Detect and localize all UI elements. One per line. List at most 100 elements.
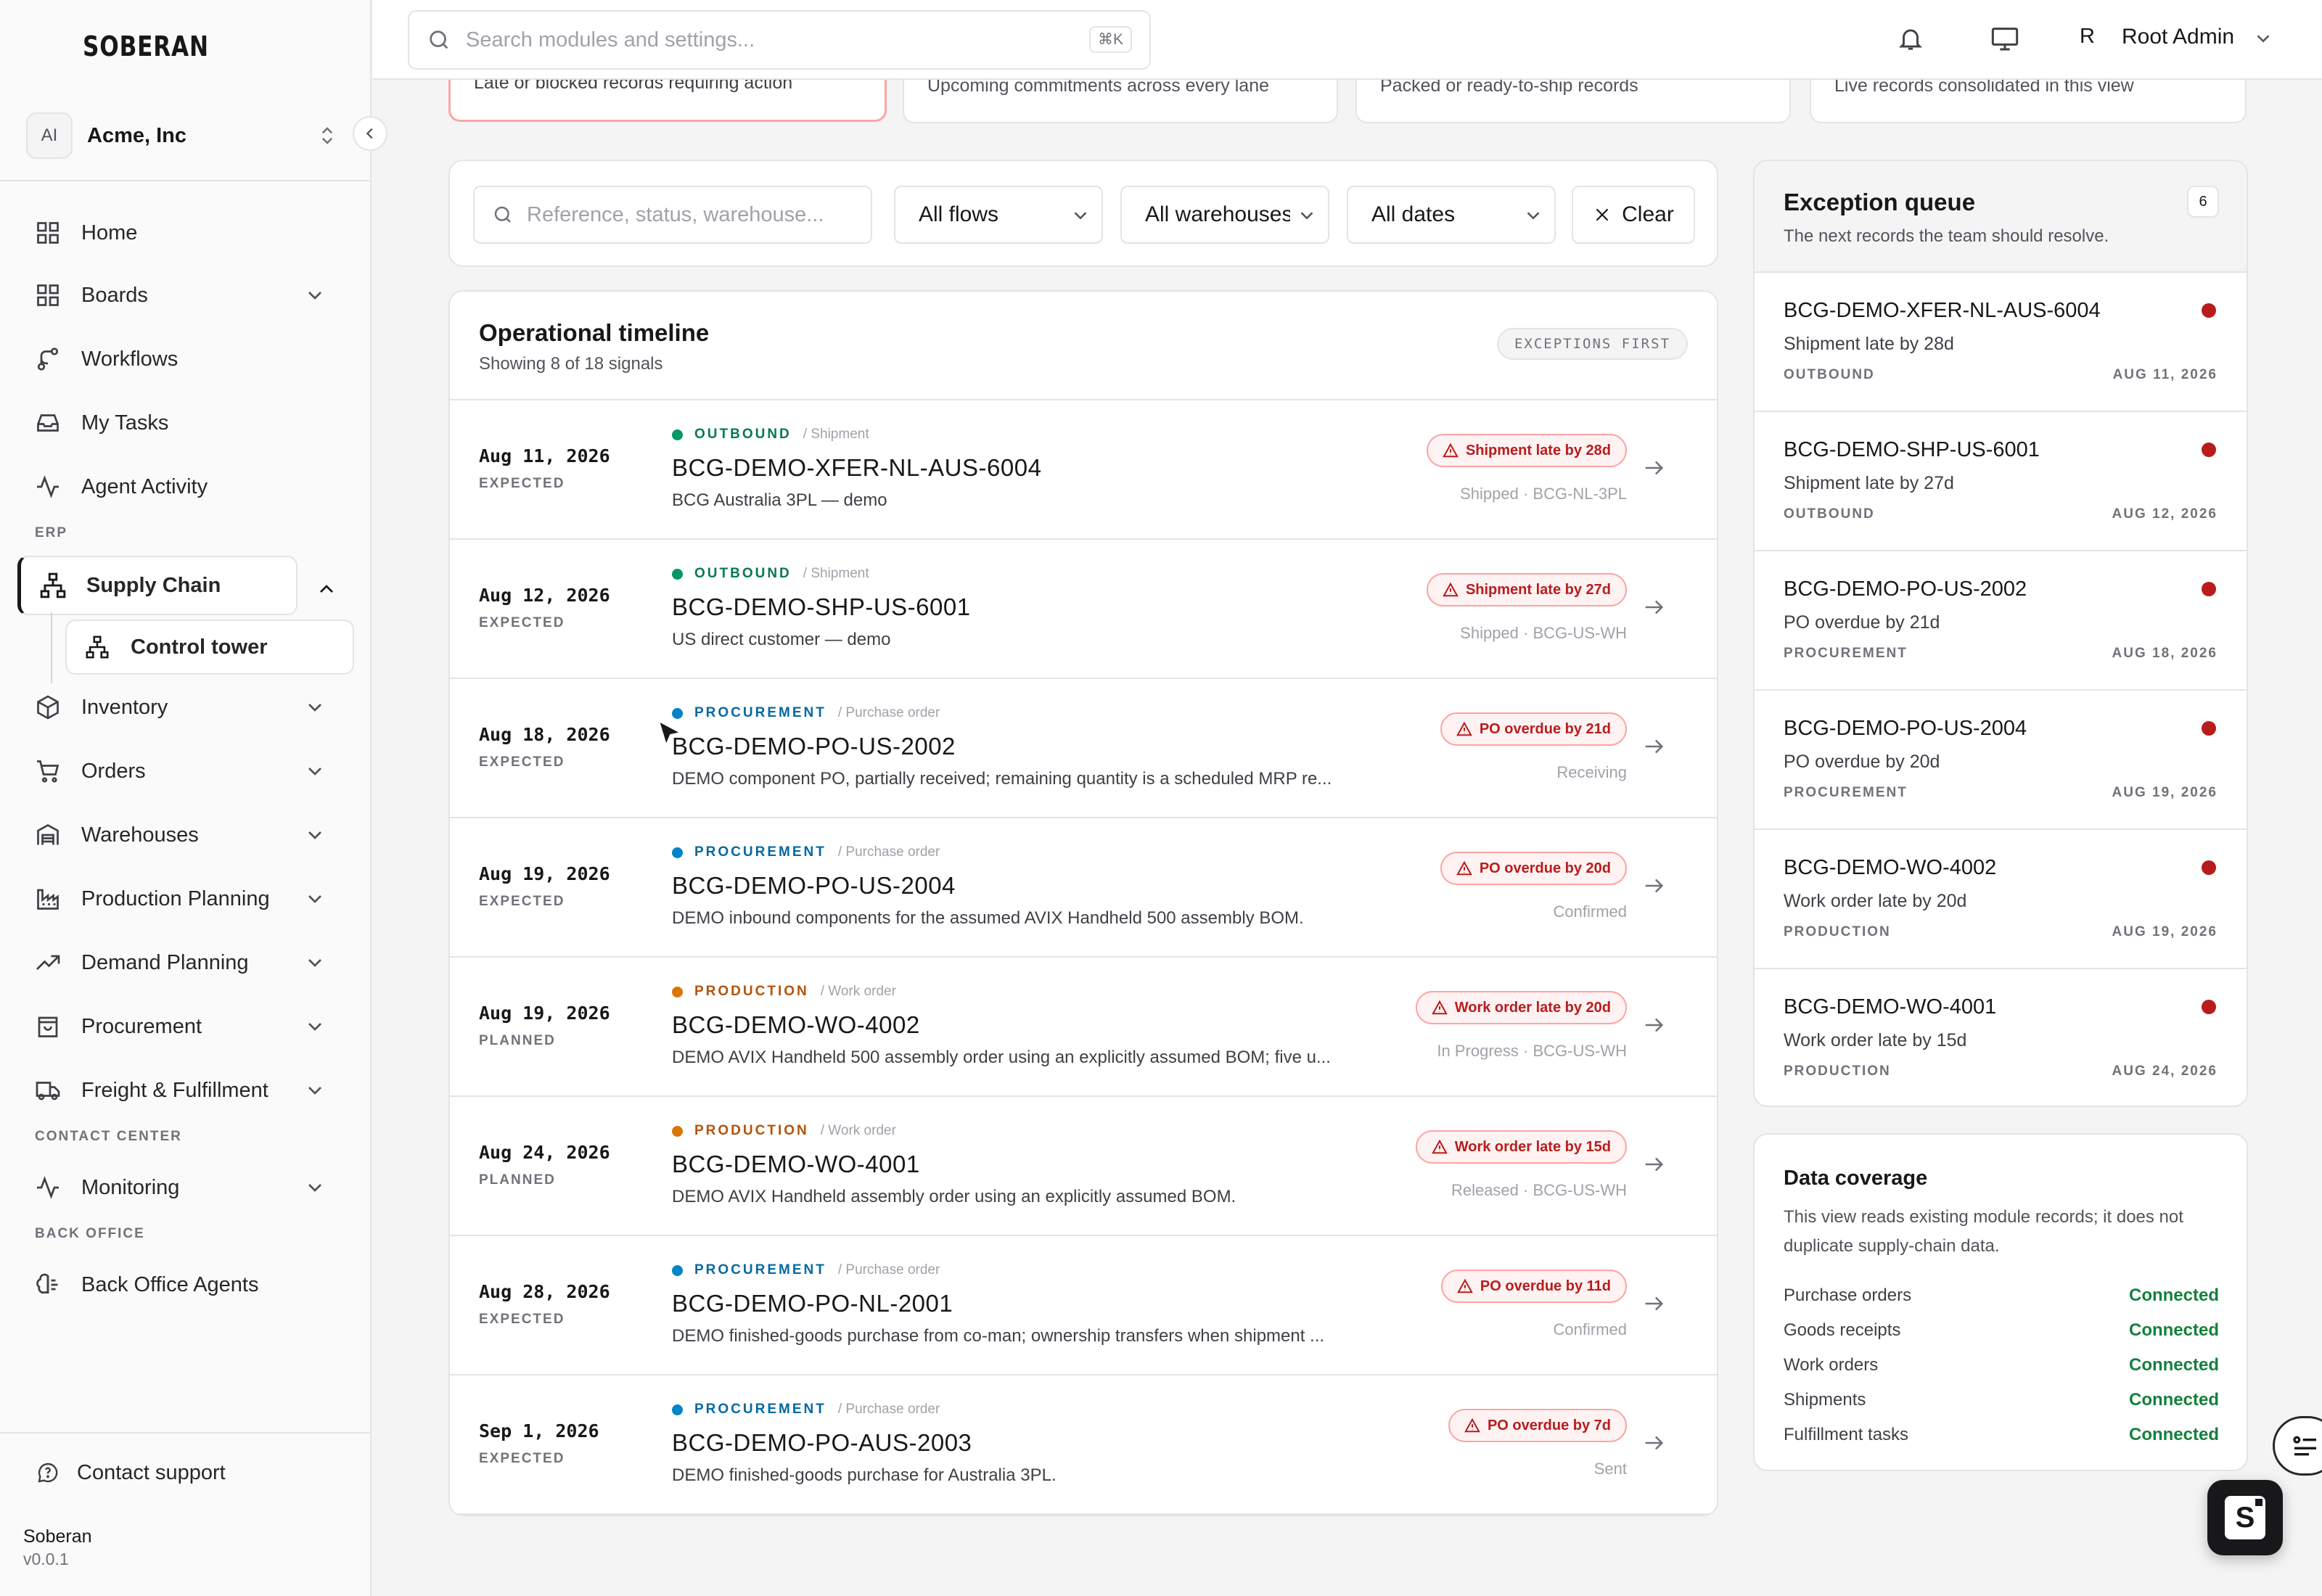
sidebar-item-procurement[interactable]: Procurement <box>33 1001 345 1052</box>
date-filter-value: All dates <box>1371 202 1456 226</box>
timeline-row[interactable]: Aug 18, 2026 EXPECTED PROCUREMENT / Purc… <box>450 679 1717 818</box>
chevron-down-icon <box>308 1184 321 1192</box>
notifications-button[interactable] <box>1894 22 1927 55</box>
arrow-right-icon[interactable] <box>1641 734 1666 759</box>
sidebar-item-supply-chain[interactable]: Supply Chain <box>17 556 298 615</box>
chevron-down-icon <box>1074 212 1087 220</box>
sidebar-item-control-tower[interactable]: Control tower <box>65 620 354 675</box>
flow-filter-select[interactable]: All flows <box>894 186 1103 244</box>
sidebar-item-inventory[interactable]: Inventory <box>33 682 345 733</box>
sidebar: SOBERAN AI Acme, Inc Home Boards Workflo… <box>0 0 387 1596</box>
exception-item[interactable]: BCG-DEMO-WO-4001 Work order late by 15d … <box>1755 969 2247 1106</box>
arrow-right-icon[interactable] <box>1641 456 1666 480</box>
exception-reference: BCG-DEMO-PO-US-2004 <box>1784 717 2027 740</box>
sidebar-item-home[interactable]: Home <box>33 207 345 258</box>
row-meta: PRODUCTION / Work order <box>672 984 896 1000</box>
arrow-right-icon[interactable] <box>1641 1431 1666 1455</box>
row-date-status: EXPECTED <box>479 476 565 491</box>
timeline-row[interactable]: Aug 19, 2026 PLANNED PRODUCTION / Work o… <box>450 958 1717 1097</box>
sidebar-item-production-planning[interactable]: Production Planning <box>33 873 345 924</box>
exception-reason: PO overdue by 21d <box>1784 612 1940 633</box>
clear-label: Clear <box>1622 202 1674 226</box>
arrow-right-icon[interactable] <box>1641 1152 1666 1177</box>
sidebar-item-agent-activity[interactable]: Agent Activity <box>33 461 345 512</box>
chevron-down-icon[interactable] <box>2252 28 2274 49</box>
row-reference[interactable]: BCG-DEMO-PO-US-2002 <box>672 733 956 760</box>
arrow-right-icon[interactable] <box>1641 1013 1666 1037</box>
timeline-row[interactable]: Sep 1, 2026 EXPECTED PROCUREMENT / Purch… <box>450 1375 1717 1515</box>
row-reference[interactable]: BCG-DEMO-PO-AUS-2003 <box>672 1429 972 1456</box>
warning-icon <box>1443 443 1459 458</box>
sidebar-item-back-office-agents[interactable]: Back Office Agents <box>33 1259 345 1310</box>
app-logo[interactable]: SOBERAN <box>83 30 209 62</box>
row-meta: PROCUREMENT / Purchase order <box>672 1262 940 1278</box>
exception-pill: Shipment late by 27d <box>1426 573 1627 606</box>
collapse-sidebar-button[interactable] <box>353 116 387 151</box>
arrow-right-icon[interactable] <box>1641 1291 1666 1316</box>
sidebar-item-my-tasks[interactable]: My Tasks <box>33 398 345 448</box>
sidebar-item-boards[interactable]: Boards <box>33 270 345 321</box>
flow-filter-value: All flows <box>919 202 999 226</box>
assistant-launcher-button[interactable]: S <box>2207 1480 2283 1555</box>
contact-support-link[interactable]: Contact support <box>33 1458 226 1487</box>
row-reference[interactable]: BCG-DEMO-SHP-US-6001 <box>672 593 971 620</box>
sidebar-item-freight-fulfillment[interactable]: Freight & Fulfillment <box>33 1065 345 1116</box>
timeline-row[interactable]: Aug 28, 2026 EXPECTED PROCUREMENT / Purc… <box>450 1236 1717 1375</box>
arrow-right-icon[interactable] <box>1641 595 1666 620</box>
monitor-icon <box>1991 28 2019 51</box>
warning-icon <box>1464 1418 1480 1433</box>
row-reference[interactable]: BCG-DEMO-PO-US-2004 <box>672 872 956 899</box>
brand-name: Soberan <box>23 1526 92 1547</box>
row-meta: PRODUCTION / Work order <box>672 1123 896 1139</box>
row-status: Shipped · BCG-US-WH <box>1460 624 1627 642</box>
sidebar-item-monitoring[interactable]: Monitoring <box>33 1162 345 1213</box>
coverage-label: Purchase orders <box>1784 1286 1912 1305</box>
org-switcher[interactable]: AI Acme, Inc <box>26 112 345 160</box>
display-button[interactable] <box>1988 22 2022 55</box>
date-filter-select[interactable]: All dates <box>1347 186 1556 244</box>
row-status: In Progress · BCG-US-WH <box>1437 1042 1627 1060</box>
timeline-row[interactable]: Aug 19, 2026 EXPECTED PROCUREMENT / Purc… <box>450 818 1717 958</box>
row-reference[interactable]: BCG-DEMO-XFER-NL-AUS-6004 <box>672 454 1042 481</box>
timeline-row[interactable]: Aug 12, 2026 EXPECTED OUTBOUND / Shipmen… <box>450 540 1717 679</box>
sidebar-item-workflows[interactable]: Workflows <box>33 334 345 384</box>
exception-pill: Work order late by 20d <box>1415 991 1627 1024</box>
clear-filters-button[interactable]: Clear <box>1572 186 1695 244</box>
chevron-up-icon[interactable] <box>315 577 338 601</box>
warehouse-filter-select[interactable]: All warehouses <box>1120 186 1329 244</box>
exception-reference: BCG-DEMO-WO-4002 <box>1784 856 1997 879</box>
activity-panel-toggle[interactable] <box>2273 1416 2322 1476</box>
sidebar-item-orders[interactable]: Orders <box>33 746 345 797</box>
row-reference[interactable]: BCG-DEMO-WO-4001 <box>672 1151 920 1177</box>
sort-badge[interactable]: EXCEPTIONS FIRST <box>1496 328 1688 360</box>
user-avatar[interactable]: R <box>2080 25 2095 48</box>
timeline-search-input[interactable]: Reference, status, warehouse... <box>473 186 872 244</box>
row-flow: PROCUREMENT <box>694 1262 826 1278</box>
row-reference[interactable]: BCG-DEMO-PO-NL-2001 <box>672 1290 953 1317</box>
user-menu-name[interactable]: Root Admin <box>2122 25 2235 49</box>
exception-item[interactable]: BCG-DEMO-XFER-NL-AUS-6004 Shipment late … <box>1755 273 2247 412</box>
brain-icon <box>33 1270 62 1299</box>
timeline-row[interactable]: Aug 11, 2026 EXPECTED OUTBOUND / Shipmen… <box>450 400 1717 540</box>
severity-dot <box>2202 1000 2216 1014</box>
row-reference[interactable]: BCG-DEMO-WO-4002 <box>672 1011 920 1038</box>
sidebar-item-warehouses[interactable]: Warehouses <box>33 810 345 860</box>
row-flow: PROCUREMENT <box>694 1402 826 1417</box>
sidebar-item-label: Procurement <box>81 1014 202 1038</box>
timeline-row[interactable]: Aug 24, 2026 PLANNED PRODUCTION / Work o… <box>450 1097 1717 1236</box>
arrow-right-icon[interactable] <box>1641 873 1666 898</box>
exception-date: AUG 11, 2026 <box>2112 367 2218 382</box>
row-description: DEMO finished-goods purchase from co-man… <box>672 1326 1325 1346</box>
coverage-label: Goods receipts <box>1784 1320 1901 1340</box>
sidebar-item-demand-planning[interactable]: Demand Planning <box>33 937 345 988</box>
global-search-input[interactable]: Search modules and settings... ⌘K <box>408 10 1151 70</box>
sidebar-item-label: Demand Planning <box>81 950 249 974</box>
sidebar-item-label: Agent Activity <box>81 474 208 498</box>
exception-item[interactable]: BCG-DEMO-PO-US-2004 PO overdue by 20d PR… <box>1755 691 2247 830</box>
exception-item[interactable]: BCG-DEMO-WO-4002 Work order late by 20d … <box>1755 830 2247 969</box>
flow-dot <box>672 429 683 440</box>
exception-item[interactable]: BCG-DEMO-SHP-US-6001 Shipment late by 27… <box>1755 412 2247 551</box>
box-icon <box>33 693 62 722</box>
network-icon <box>83 633 112 662</box>
exception-item[interactable]: BCG-DEMO-PO-US-2002 PO overdue by 21d PR… <box>1755 551 2247 691</box>
